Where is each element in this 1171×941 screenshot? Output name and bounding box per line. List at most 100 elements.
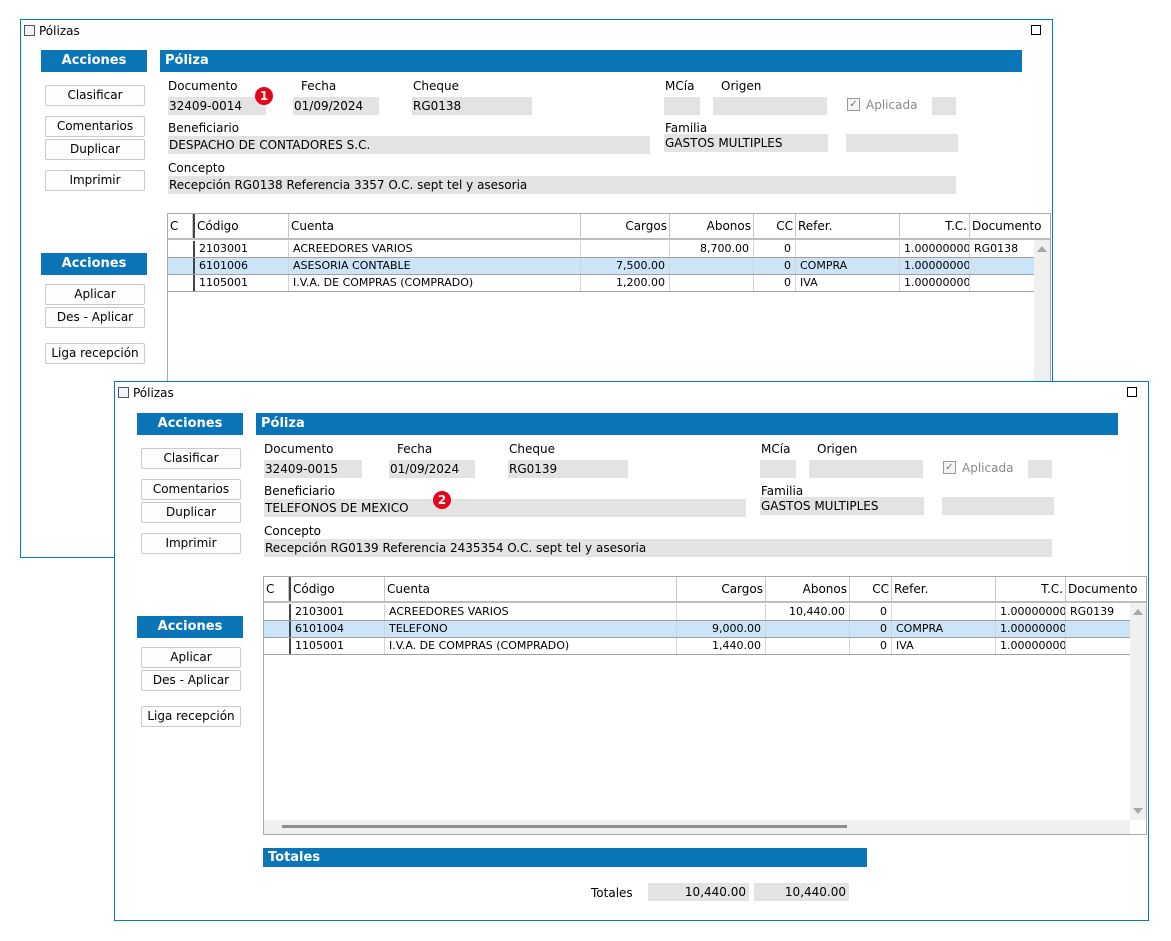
aplicar-button[interactable]: Aplicar xyxy=(45,284,145,305)
aplicada-checkbox[interactable]: ✓ xyxy=(847,98,860,111)
documento-label: Documento xyxy=(168,79,238,93)
cell-c xyxy=(168,241,195,257)
col-abonos[interactable]: Abonos xyxy=(766,577,850,601)
beneficiario-label: Beneficiario xyxy=(168,121,240,135)
col-refer[interactable]: Refer. xyxy=(892,577,996,601)
extra-field[interactable] xyxy=(1028,460,1052,478)
clasificar-button[interactable]: Clasificar xyxy=(45,85,145,106)
col-tc[interactable]: T.C. xyxy=(996,577,1066,601)
window-title: Pólizas xyxy=(39,24,80,38)
documento-field[interactable]: 32409-0014 xyxy=(168,97,266,115)
cell-codigo: 1105001 xyxy=(195,275,289,291)
cell-cuenta: ACREEDORES VARIOS xyxy=(289,241,581,257)
cell-abonos xyxy=(766,638,850,654)
maximize-button[interactable] xyxy=(1031,25,1041,35)
scroll-down-icon[interactable] xyxy=(1133,808,1143,814)
aplicada-label: Aplicada xyxy=(866,98,918,112)
familia-extra-field[interactable] xyxy=(942,497,1054,515)
table-row-selected[interactable]: 6101004 TELEFONO 9,000.00 0 COMPRA 1.000… xyxy=(264,621,1130,638)
imprimir-button[interactable]: Imprimir xyxy=(141,533,241,554)
col-cuenta[interactable]: Cuenta xyxy=(289,214,581,238)
accounts-grid[interactable]: C Código Cuenta Cargos Abonos CC Refer. … xyxy=(167,213,1051,384)
cell-tc: 1.00000000 xyxy=(996,621,1066,637)
table-row-selected[interactable]: 6101006 ASESORIA CONTABLE 7,500.00 0 COM… xyxy=(168,258,1034,275)
familia-field[interactable]: GASTOS MULTIPLES xyxy=(664,134,828,152)
col-codigo[interactable]: Código xyxy=(289,577,385,601)
cell-codigo: 2103001 xyxy=(291,604,385,620)
clasificar-button[interactable]: Clasificar xyxy=(141,448,241,469)
cell-documento: RG0138 xyxy=(974,242,1019,255)
beneficiario-field[interactable]: DESPACHO DE CONTADORES S.C. xyxy=(168,136,650,154)
title-bar: Pólizas xyxy=(115,382,1148,404)
cell-documento xyxy=(970,258,1034,274)
table-row[interactable]: 2103001 ACREEDORES VARIOS 10,440.00 0 1.… xyxy=(264,604,1130,621)
table-row[interactable]: 1105001 I.V.A. DE COMPRAS (COMPRADO) 1,2… xyxy=(168,275,1034,292)
mcia-field[interactable] xyxy=(760,460,796,478)
col-refer[interactable]: Refer. xyxy=(796,214,900,238)
col-cc[interactable]: CC xyxy=(850,577,892,601)
origen-field[interactable] xyxy=(809,460,923,478)
cell-documento xyxy=(1066,621,1130,637)
cell-tc: 1.00000000 xyxy=(900,275,970,291)
col-cuenta[interactable]: Cuenta xyxy=(385,577,677,601)
col-cargos[interactable]: Cargos xyxy=(677,577,766,601)
cell-abonos xyxy=(670,258,754,274)
polizas-window-2: Pólizas Acciones Clasificar Comentarios … xyxy=(114,381,1149,921)
documento-field[interactable]: 32409-0015 xyxy=(264,460,362,478)
cell-refer xyxy=(796,241,900,257)
familia-extra-field[interactable] xyxy=(846,134,958,152)
liga-recepcion-button[interactable]: Liga recepción xyxy=(141,706,241,727)
scroll-up-icon[interactable] xyxy=(1037,246,1047,252)
mcia-field[interactable] xyxy=(664,97,700,115)
table-row[interactable]: 1105001 I.V.A. DE COMPRAS (COMPRADO) 1,4… xyxy=(264,638,1130,655)
extra-field[interactable] xyxy=(932,97,956,115)
origen-field[interactable] xyxy=(713,97,827,115)
fecha-label: Fecha xyxy=(397,442,433,456)
vertical-scrollbar[interactable] xyxy=(1130,603,1146,820)
familia-field[interactable]: GASTOS MULTIPLES xyxy=(760,497,924,515)
cell-codigo: 6101006 xyxy=(195,258,289,274)
scroll-up-icon[interactable] xyxy=(1133,609,1143,615)
col-c[interactable]: C xyxy=(168,214,193,238)
cheque-field[interactable]: RG0139 xyxy=(508,460,628,478)
vertical-scrollbar[interactable] xyxy=(1034,240,1050,384)
accounts-grid[interactable]: C Código Cuenta Cargos Abonos CC Refer. … xyxy=(263,576,1147,835)
col-tc[interactable]: T.C. xyxy=(900,214,970,238)
concepto-field[interactable]: Recepción RG0138 Referencia 3357 O.C. se… xyxy=(168,176,956,194)
horizontal-scrollbar[interactable] xyxy=(264,820,1130,834)
comentarios-button[interactable]: Comentarios xyxy=(45,116,145,137)
concepto-field[interactable]: Recepción RG0139 Referencia 2435354 O.C.… xyxy=(264,539,1052,557)
cell-cuenta: ASESORIA CONTABLE xyxy=(289,258,581,274)
col-cc[interactable]: CC xyxy=(754,214,796,238)
maximize-button[interactable] xyxy=(1127,387,1137,397)
imprimir-button[interactable]: Imprimir xyxy=(45,170,145,191)
duplicar-button[interactable]: Duplicar xyxy=(141,502,241,523)
aplicar-button[interactable]: Aplicar xyxy=(141,647,241,668)
col-documento[interactable]: Documento xyxy=(1068,582,1138,596)
cell-refer: COMPRA xyxy=(796,258,900,274)
fecha-field[interactable]: 01/09/2024 xyxy=(293,97,379,115)
fecha-field[interactable]: 01/09/2024 xyxy=(389,460,475,478)
comentarios-button[interactable]: Comentarios xyxy=(141,479,241,500)
cell-cc: 0 xyxy=(754,241,796,257)
cell-tc: 1.00000000 xyxy=(900,258,970,274)
cheque-field[interactable]: RG0138 xyxy=(412,97,532,115)
cell-cargos: 1,200.00 xyxy=(581,275,670,291)
cell-codigo: 6101004 xyxy=(291,621,385,637)
col-c[interactable]: C xyxy=(264,577,289,601)
duplicar-button[interactable]: Duplicar xyxy=(45,139,145,160)
col-codigo[interactable]: Código xyxy=(193,214,289,238)
col-documento[interactable]: Documento xyxy=(972,219,1042,233)
des-aplicar-button[interactable]: Des - Aplicar xyxy=(141,670,241,691)
cell-c xyxy=(168,258,195,274)
col-abonos[interactable]: Abonos xyxy=(670,214,754,238)
table-row[interactable]: 2103001 ACREEDORES VARIOS 8,700.00 0 1.0… xyxy=(168,241,1034,258)
col-cargos[interactable]: Cargos xyxy=(581,214,670,238)
actions-header: Acciones xyxy=(137,413,243,435)
horizontal-scroll-thumb[interactable] xyxy=(282,825,847,828)
liga-recepcion-button[interactable]: Liga recepción xyxy=(45,343,145,364)
beneficiario-field[interactable]: TELEFONOS DE MEXICO xyxy=(264,499,746,517)
aplicada-checkbox[interactable]: ✓ xyxy=(943,461,956,474)
des-aplicar-button[interactable]: Des - Aplicar xyxy=(45,307,145,328)
cell-cargos xyxy=(677,604,766,620)
